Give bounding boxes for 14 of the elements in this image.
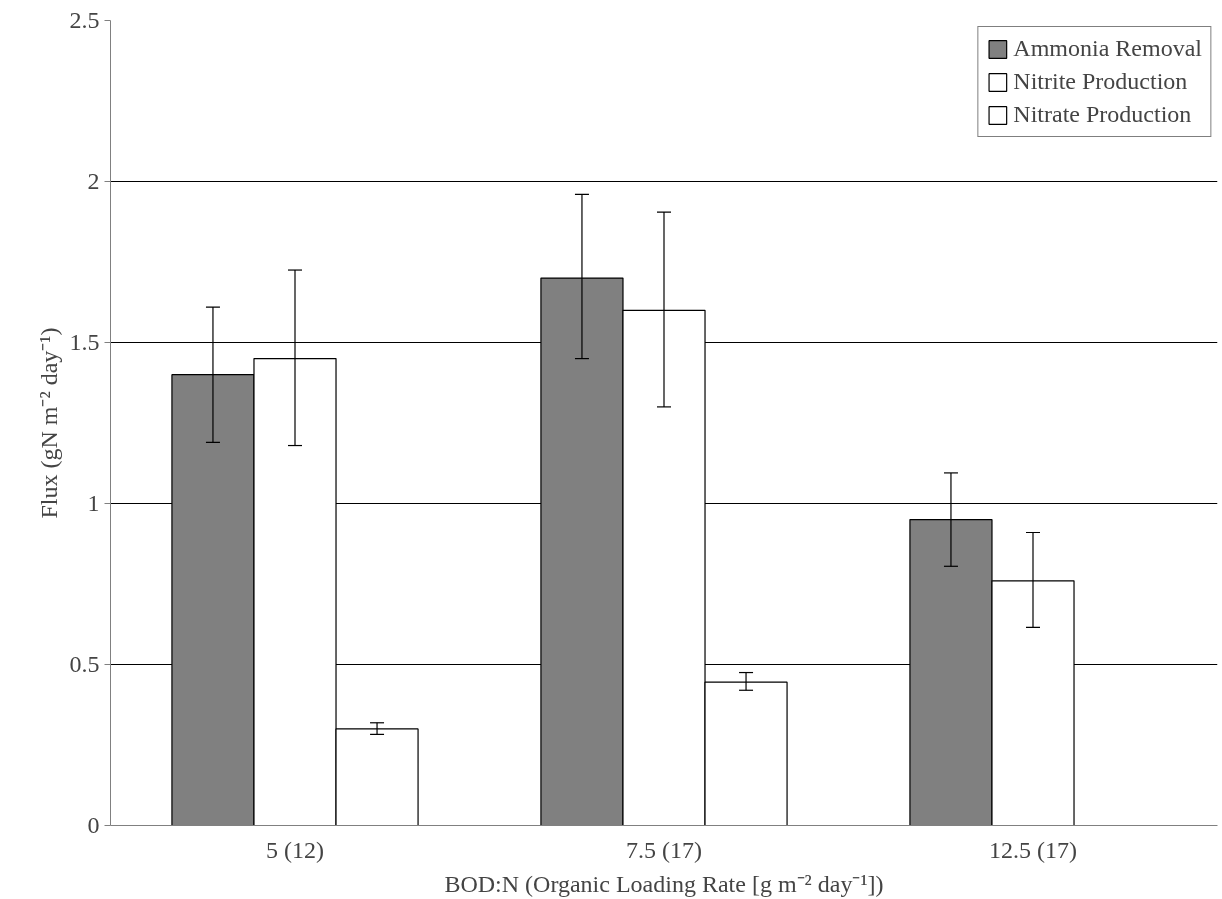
- legend-label: Nitrite Production: [1013, 68, 1188, 95]
- x-axis-title: BOD:N (Organic Loading Rate [g m⁻² day⁻¹]): [444, 870, 884, 897]
- y-tick-label: 0.5: [69, 651, 100, 677]
- y-tick-label: 2.5: [69, 7, 100, 33]
- legend-label: Ammonia Removal: [1013, 35, 1202, 62]
- y-tick-label: 0: [87, 812, 100, 838]
- y-tick-label: 2: [87, 168, 100, 194]
- y-axis-title: Flux (gN m⁻² day⁻¹): [35, 327, 62, 519]
- y-tick-label: 1: [87, 490, 100, 516]
- y-tick-label: 1.5: [69, 329, 100, 355]
- x-tick-label: 12.5 (17): [989, 836, 1077, 863]
- legend-label: Nitrate Production: [1013, 101, 1192, 128]
- x-tick-label: 7.5 (17): [626, 836, 702, 863]
- x-tick-label: 5 (12): [266, 836, 324, 863]
